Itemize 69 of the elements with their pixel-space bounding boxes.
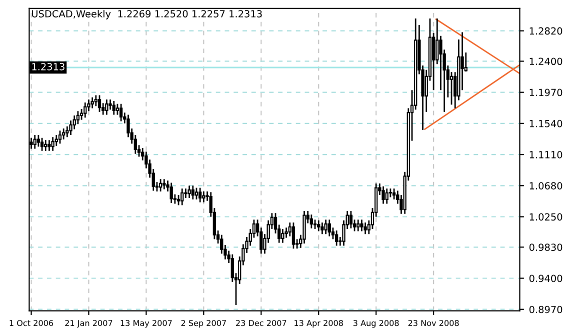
candlestick	[176, 194, 180, 206]
candlestick	[90, 96, 94, 109]
candlestick	[84, 102, 87, 118]
y-tick-label: 1.1110	[530, 151, 562, 158]
candlestick	[180, 188, 184, 206]
y-tick-label: 1.1970	[530, 88, 562, 96]
candlestick	[184, 188, 188, 199]
candlestick	[364, 222, 367, 235]
candlestick	[162, 178, 166, 190]
candlestick	[317, 220, 320, 232]
candlestick	[76, 110, 80, 125]
candlestick	[116, 103, 120, 116]
y-tick-label: 1.2400	[530, 58, 562, 66]
candlestick	[382, 186, 385, 204]
candlestick	[349, 210, 353, 230]
candlestick	[202, 190, 206, 203]
candlestick	[119, 103, 123, 122]
candlestick	[112, 100, 116, 116]
x-tick-label: 21 Jan 2007	[65, 320, 112, 328]
candlestick	[40, 137, 44, 152]
candlestick	[62, 128, 66, 140]
y-tick-label: 0.8970	[529, 306, 562, 314]
candlestick	[392, 188, 396, 200]
candlestick	[450, 71, 454, 106]
candlestick	[36, 134, 40, 148]
candlestick	[310, 214, 314, 230]
candlestick	[69, 120, 72, 136]
candlestick	[292, 222, 296, 250]
y-tick-label: 0.9830	[529, 244, 562, 251]
y-tick-label: 1.0680	[530, 182, 562, 190]
candlestick	[54, 134, 58, 147]
candlestick	[328, 218, 331, 237]
candlestick	[170, 182, 173, 204]
candlestick	[334, 230, 338, 246]
candlestick	[324, 218, 328, 235]
x-tick-label: 13 May 2007	[120, 320, 172, 328]
candlestick	[98, 94, 102, 113]
candlestick	[198, 187, 202, 203]
y-tick-label: 1.1540	[530, 120, 562, 128]
candlestick	[360, 218, 364, 232]
candlestick	[385, 188, 388, 204]
candlestick	[320, 222, 324, 235]
candlestick	[188, 184, 191, 199]
x-tick-label: 13 Apr 2008	[294, 320, 343, 328]
candlestick	[194, 187, 198, 200]
x-tick-label: 2 Sep 2007	[181, 320, 226, 328]
candlestick	[108, 98, 112, 110]
y-tick-label: 1.0250	[530, 213, 562, 221]
candlestick	[191, 184, 194, 200]
x-tick-label: 3 Aug 2008	[353, 320, 399, 328]
candlestick	[281, 228, 284, 244]
candlestick	[94, 94, 98, 107]
candlestick	[48, 139, 51, 152]
x-tick-label: 1 Oct 2006	[10, 320, 54, 326]
candlestick	[51, 136, 54, 152]
candlestick	[105, 98, 108, 116]
x-tick-label: 23 Dec 2007	[236, 320, 286, 326]
candlestick	[33, 134, 36, 150]
chart-title: USDCAD,Weekly 1.2269 1.2520 1.2257 1.2313	[32, 10, 262, 20]
candlestick	[44, 139, 48, 152]
candlestick	[58, 130, 62, 144]
y-tick-label: 0.9400	[529, 274, 562, 282]
x-tick-label: 23 Nov 2008	[408, 320, 459, 326]
ref-line-label: 1.2313	[32, 62, 64, 70]
candlestick	[313, 218, 317, 230]
candlestick	[158, 178, 162, 192]
candlestick	[302, 210, 306, 244]
candlestick	[356, 218, 360, 232]
y-tick-label: 1.2820	[530, 27, 562, 35]
